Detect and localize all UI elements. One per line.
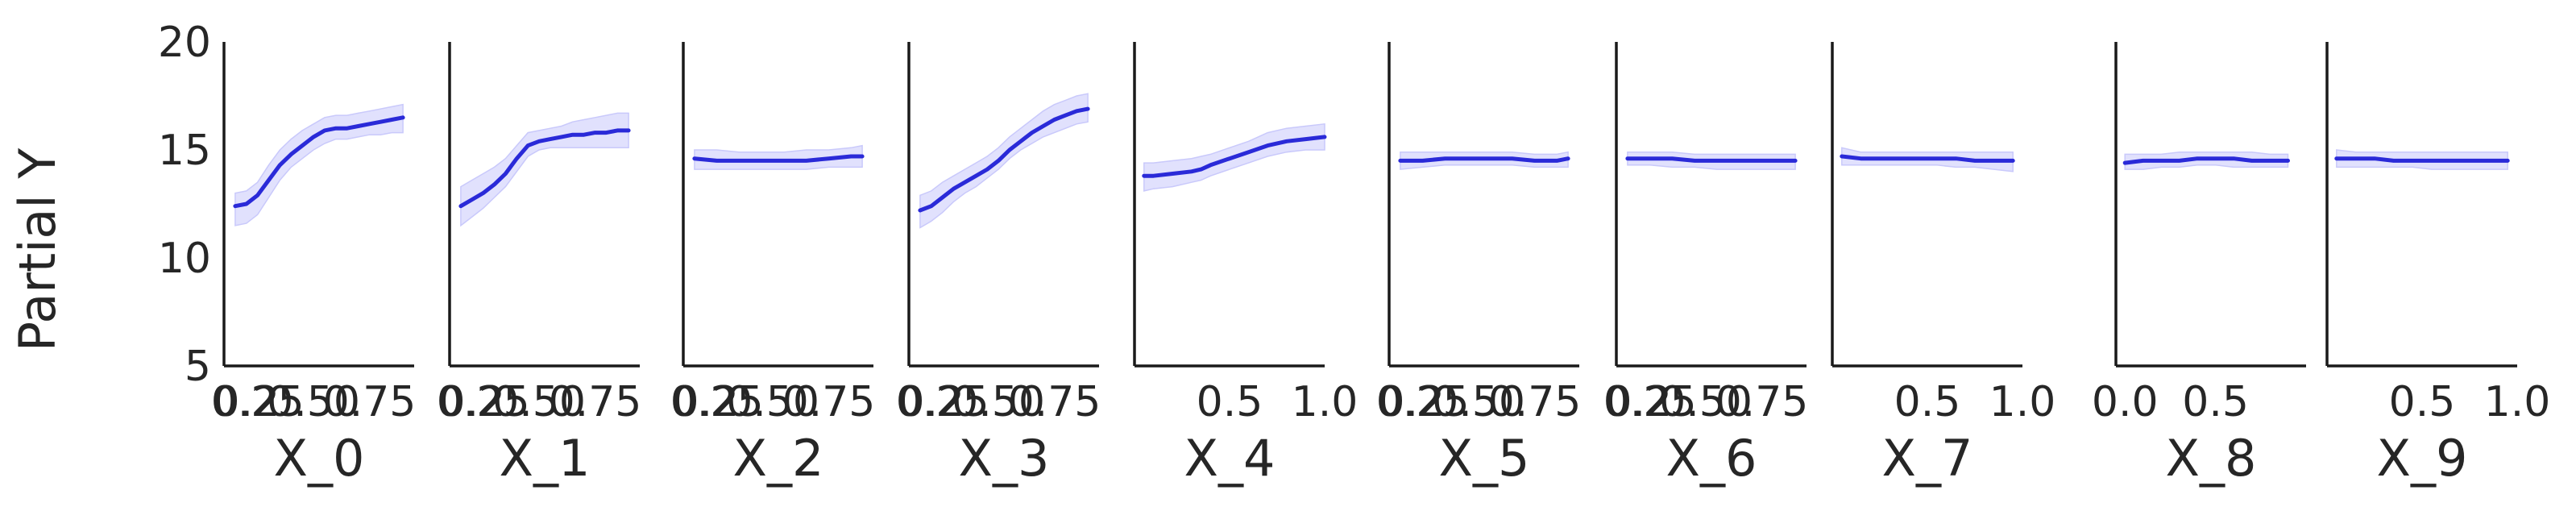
x-tick-label: 0.2 <box>438 378 505 426</box>
series-line <box>1398 156 1570 163</box>
x-tick-label: 0.75 <box>549 378 642 426</box>
x-tick-label: 0.75 <box>1008 378 1101 426</box>
confidence-band <box>460 112 629 227</box>
panel-x-1: 0.20.250.500.75X_1 <box>437 42 642 488</box>
x-tick-label: 0.25 <box>1376 378 1470 426</box>
x-axis-label: X_0 <box>274 429 365 488</box>
panel-x-3: 0.20.250.500.75X_3 <box>896 42 1101 488</box>
x-tick-label: 0.50 <box>1659 378 1753 426</box>
x-tick-label: 0.2 <box>898 378 964 426</box>
series-line <box>1625 156 1798 163</box>
x-axis-label: X_4 <box>1184 429 1276 488</box>
confidence-band <box>919 93 1089 229</box>
x-tick-label: 0.75 <box>1488 378 1582 426</box>
x-tick-label: 0.5 <box>2182 378 2249 426</box>
x-tick-label: 0.25 <box>896 378 989 426</box>
confidence-band <box>694 144 863 170</box>
panel-x-6: 0.20.250.500.75X_6 <box>1603 42 1809 488</box>
y-tick-label: 15 <box>158 127 211 175</box>
x-axis-label: X_5 <box>1439 429 1530 488</box>
x-tick-label: 0.0 <box>2092 378 2159 426</box>
x-tick-label: 0.2 <box>213 378 280 426</box>
series-line <box>1142 135 1327 178</box>
panel-x-0: 5 10 15 20 0.20.250.500.75X_0 <box>158 19 417 488</box>
x-tick-label: 0.25 <box>670 378 764 426</box>
series-line <box>692 154 865 163</box>
series-line <box>2334 156 2510 163</box>
series-line <box>918 106 1090 213</box>
x-axis-label: X_9 <box>2377 429 2468 488</box>
panel-x-4: 0.5 1.0 X_4 <box>1133 42 1359 488</box>
x-axis-label: X_8 <box>2166 429 2257 488</box>
x-tick-label: 0.2 <box>1378 378 1445 426</box>
panels: 51015200.20.250.500.75X_00.20.250.500.75… <box>158 19 2551 488</box>
confidence-band <box>234 103 404 226</box>
x-axis-label: X_3 <box>959 429 1050 488</box>
x-tick-label: 0.25 <box>437 378 530 426</box>
x-tick-label: 0.75 <box>1715 378 1809 426</box>
series-line <box>233 115 405 209</box>
x-tick-label: 0.50 <box>492 378 586 426</box>
y-axis-label: Partial Y <box>8 148 67 352</box>
series-line <box>1840 154 2015 163</box>
panel-x-9: 0.5 1.0 X_9 <box>2325 42 2551 488</box>
series-line <box>458 128 631 209</box>
x-tick-label: 0.5 <box>1894 378 1961 426</box>
panel-x-5: 0.20.250.500.75X_5 <box>1376 42 1582 488</box>
series-line <box>2122 156 2290 165</box>
x-tick-label: 0.50 <box>1432 378 1525 426</box>
x-tick-label: 1.0 <box>2484 378 2551 426</box>
confidence-band <box>2124 151 2289 170</box>
x-axis-label: X_6 <box>1666 429 1757 488</box>
x-tick-label: 0.25 <box>211 378 305 426</box>
panel-x-7: 0.5 1.0 X_7 <box>1831 42 2056 488</box>
x-tick-label: 0.75 <box>323 378 417 426</box>
x-tick-label: 0.50 <box>952 378 1045 426</box>
x-tick-label: 1.0 <box>1989 378 2056 426</box>
x-tick-label: 0.2 <box>672 378 739 426</box>
x-tick-label: 0.50 <box>726 378 819 426</box>
x-tick-label: 0.50 <box>267 378 360 426</box>
panel-x-8: 0.0 0.5X_8 <box>2092 42 2306 488</box>
x-tick-label: 0.25 <box>1603 378 1697 426</box>
x-axis-label: X_1 <box>500 429 591 488</box>
x-tick-label: 0.75 <box>782 378 876 426</box>
y-tick-label: 20 <box>158 19 211 67</box>
y-tick-label: 5 <box>185 343 211 391</box>
x-tick-label: 0.5 <box>2389 378 2456 426</box>
x-tick-label: 0.2 <box>1605 378 1672 426</box>
x-tick-label: 0.5 <box>1197 378 1263 426</box>
x-tick-label: 1.0 <box>1292 378 1359 426</box>
confidence-band <box>1400 151 1569 170</box>
x-axis-label: X_7 <box>1882 429 1973 488</box>
panel-x-2: 0.20.250.500.75X_2 <box>670 42 876 488</box>
y-tick-label: 10 <box>158 235 211 283</box>
x-axis-label: X_2 <box>733 429 824 488</box>
